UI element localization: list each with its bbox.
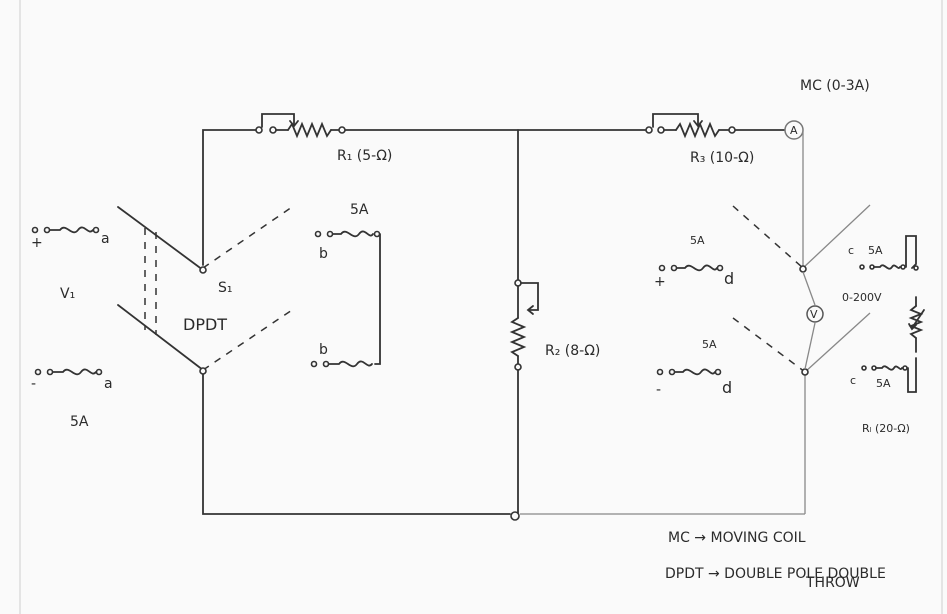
ammeter: A MC (0-3A) xyxy=(784,78,870,140)
minus-terminal-d: - xyxy=(656,382,661,398)
terminal-c-top: c xyxy=(848,244,854,257)
terminal-c-bottom: c xyxy=(850,374,856,387)
top-wire xyxy=(202,129,787,266)
plus-terminal-d: + xyxy=(654,274,666,290)
mc-meter-label: MC (0-3A) xyxy=(800,78,870,94)
r2-branch: R₂ (8-Ω) xyxy=(509,129,600,515)
legend-dpdt-throw: THROW xyxy=(805,575,860,591)
c-terminals-load: c 5A c 5A Rₗ (20-Ω) xyxy=(848,235,925,435)
d-terminals: 5A + d 5A - d xyxy=(654,234,734,398)
supply-v1: + a V₁ - a 5A xyxy=(31,226,113,430)
fuse-5a-d-top-label: 5A xyxy=(690,234,705,247)
fuse-5a-b-label: 5A xyxy=(350,202,369,218)
r1-rheostat: R₁ (5-Ω) xyxy=(255,113,392,164)
fuse-5a-left-label: 5A xyxy=(70,414,89,430)
minus-terminal: - xyxy=(31,376,36,392)
fuse-5a-c-top-label: 5A xyxy=(868,244,883,257)
r3-rheostat: R₃ (10-Ω) xyxy=(645,113,754,166)
terminal-d-bottom: d xyxy=(722,378,732,397)
bottom-wire xyxy=(202,372,806,521)
dpdt-switch: S₁ DPDT xyxy=(117,204,296,375)
fuse-5a-c-bottom-label: 5A xyxy=(876,377,891,390)
ammeter-symbol: A xyxy=(790,124,798,137)
b-loop: 5A b b xyxy=(310,202,381,368)
r2-label: R₂ (8-Ω) xyxy=(545,343,600,359)
r1-label: R₁ (5-Ω) xyxy=(337,148,392,164)
legend-dpdt: DPDT → DOUBLE POLE DOUBLE xyxy=(665,566,886,582)
r3-label: R₃ (10-Ω) xyxy=(690,150,754,166)
fuse-5a-d-bottom-label: 5A xyxy=(702,338,717,351)
dpdt-switch-right xyxy=(732,204,871,376)
voltmeter: V 0-200V xyxy=(806,291,882,323)
terminal-b-bottom: b xyxy=(319,342,328,358)
voltmeter-symbol: V xyxy=(810,308,818,321)
legend: MC → MOVING COIL DPDT → DOUBLE POLE DOUB… xyxy=(665,530,886,591)
terminal-d-top: d xyxy=(724,269,734,288)
voltmeter-range: 0-200V xyxy=(842,291,882,304)
terminal-a-top: a xyxy=(101,231,110,247)
dpdt-label: DPDT xyxy=(183,315,227,334)
legend-mc: MC → MOVING COIL xyxy=(668,530,806,546)
terminal-a-bottom: a xyxy=(104,376,113,392)
plus-terminal: + xyxy=(31,235,43,251)
terminal-b-top: b xyxy=(319,246,328,262)
s1-label: S₁ xyxy=(218,280,233,296)
rl-label: Rₗ (20-Ω) xyxy=(862,422,910,435)
v1-label: V₁ xyxy=(60,286,75,302)
